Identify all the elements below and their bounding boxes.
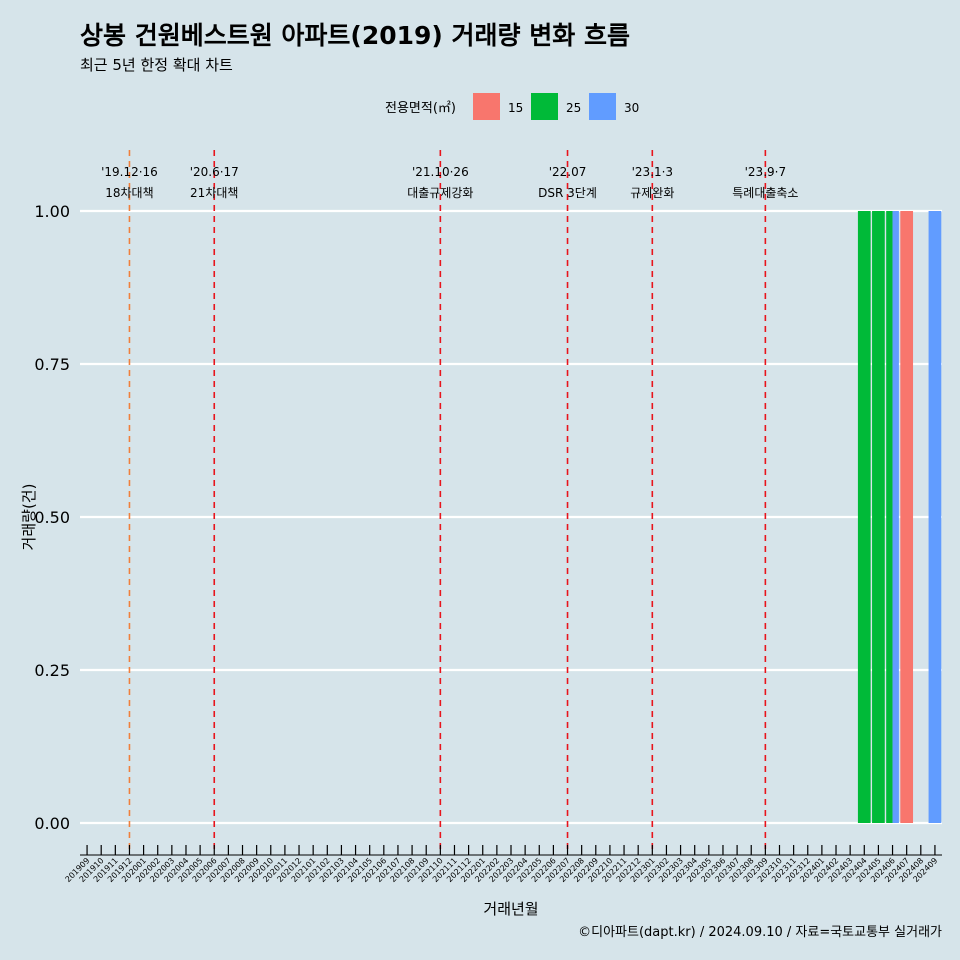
legend-swatch (473, 93, 500, 120)
event-date: '21.10·26 (412, 165, 469, 179)
legend-item-30: 30 (589, 93, 639, 120)
event-202110: '21.10·26 대출규제강화 (407, 150, 473, 850)
bar-202404-25 (857, 211, 871, 823)
event-date: '23.1·3 (632, 165, 673, 179)
legend-swatch (589, 93, 616, 120)
legend-label: 25 (566, 101, 581, 115)
y-axis: 0.00 0.25 0.50 0.75 1.00 (34, 202, 70, 833)
event-label: 21차대책 (190, 185, 238, 200)
event-label: 대출규제강화 (407, 186, 473, 200)
event-date: '23.9·7 (745, 165, 786, 179)
event-202207: '22.07 DSR 3단계 (538, 150, 597, 850)
bar-202407-15 (900, 211, 914, 823)
event-lines: '19.12·16 18차대책 '20.6·17 21차대책 '21.10·26 대출규제… (101, 150, 798, 850)
bars (857, 211, 942, 823)
event-label: 특례대출축소 (732, 186, 798, 200)
caption: ©디아파트(dapt.kr) / 2024.09.10 / 자료=국토교통부 실… (578, 925, 942, 940)
legend-label: 30 (624, 101, 639, 115)
gridlines (80, 209, 942, 825)
legend-item-15: 15 (473, 93, 523, 120)
y-tick-label: 0.25 (34, 661, 70, 680)
bar-202409-30 (928, 211, 942, 823)
event-202309: '23.9·7 특례대출축소 (732, 150, 798, 850)
y-tick-label: 0.50 (34, 508, 70, 527)
event-label: DSR 3단계 (538, 186, 597, 200)
bar-202406-30 (892, 211, 899, 823)
y-tick-label: 0.00 (34, 814, 70, 833)
legend-label: 15 (508, 101, 523, 115)
x-axis: 2019092019102019112019122020012020022020… (64, 845, 942, 884)
y-tick-label: 0.75 (34, 355, 70, 374)
event-201912: '19.12·16 18차대책 (101, 150, 158, 850)
chart-title: 상봉 건원베스트원 아파트(2019) 거래량 변화 흐름 (80, 21, 630, 50)
y-tick-label: 1.00 (34, 202, 70, 221)
y-axis-label: 거래량(건) (20, 484, 38, 551)
legend-title: 전용면적(㎡) (385, 101, 456, 116)
event-date: '19.12·16 (101, 165, 158, 179)
event-202006: '20.6·17 21차대책 (190, 150, 239, 850)
event-date: '22.07 (549, 165, 587, 179)
bar-202406-25 (886, 211, 893, 823)
event-date: '20.6·17 (190, 165, 239, 179)
chart-subtitle: 최근 5년 한정 확대 차트 (80, 56, 233, 74)
event-202301: '23.1·3 규제완화 (630, 150, 674, 850)
legend-item-25: 25 (531, 93, 581, 120)
event-label: 18차대책 (105, 185, 153, 200)
x-axis-label: 거래년월 (483, 900, 538, 918)
event-label: 규제완화 (630, 186, 674, 200)
legend-swatch (531, 93, 558, 120)
bar-202405-25 (872, 211, 885, 823)
legend: 전용면적(㎡) 15 25 30 (385, 93, 639, 120)
